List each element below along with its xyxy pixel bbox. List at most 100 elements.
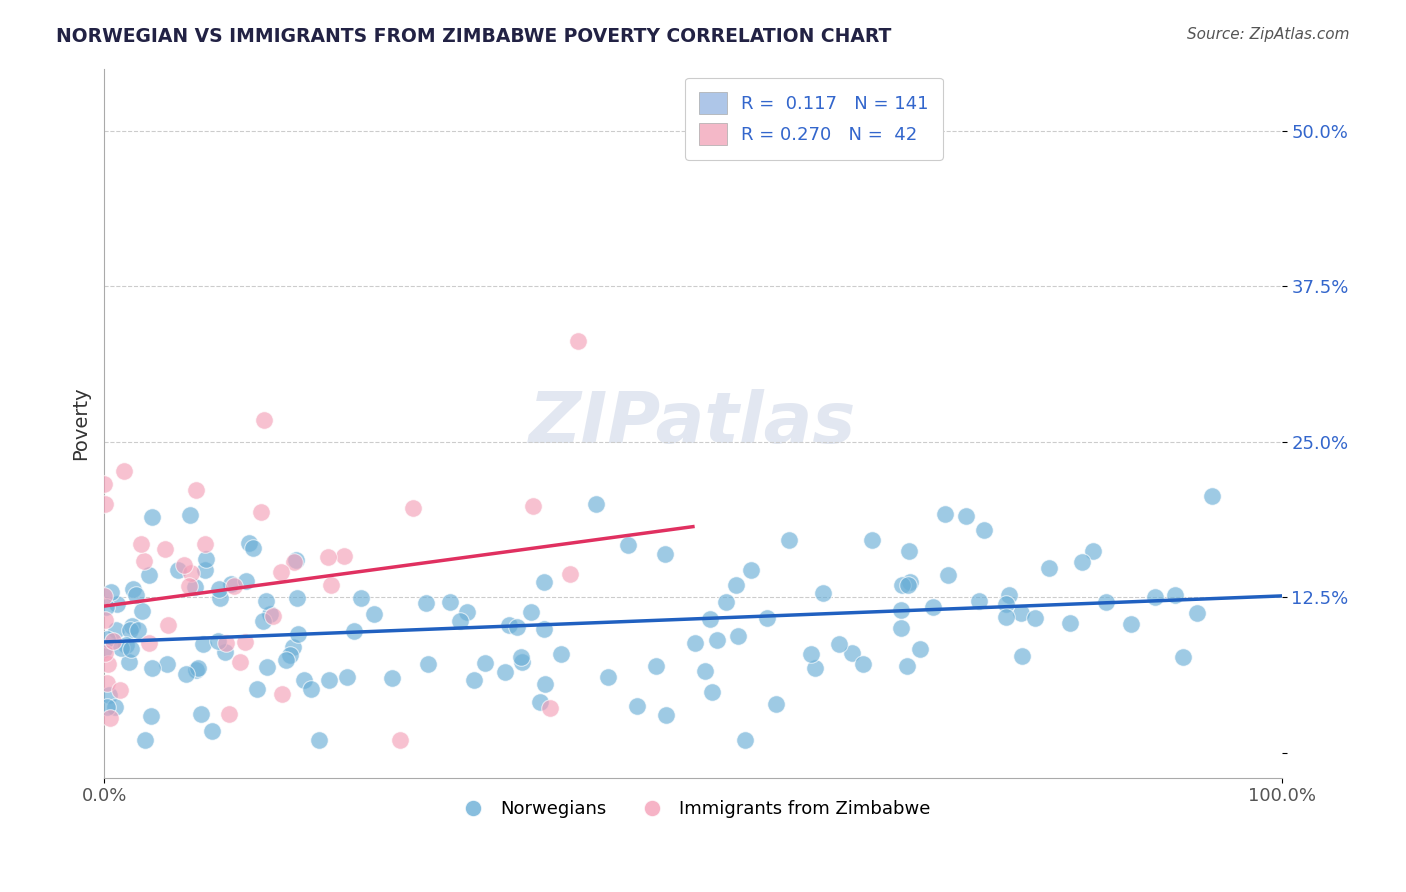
- Point: [167, 563, 190, 577]
- Point: [207, 634, 229, 648]
- Point: [219, 577, 242, 591]
- Point: [208, 591, 231, 605]
- Point: [285, 553, 308, 567]
- Point: [176, 667, 198, 681]
- Point: [318, 673, 340, 687]
- Point: [626, 699, 648, 714]
- Point: [194, 537, 217, 551]
- Point: [333, 549, 356, 564]
- Point: [456, 605, 478, 619]
- Point: [132, 554, 155, 568]
- Point: [96, 632, 118, 646]
- Point: [498, 617, 520, 632]
- Point: [235, 574, 257, 588]
- Point: [93, 590, 115, 604]
- Point: [93, 497, 115, 511]
- Point: [890, 578, 912, 592]
- Point: [596, 670, 619, 684]
- Point: [934, 508, 956, 522]
- Point: [995, 598, 1018, 612]
- Point: [896, 578, 918, 592]
- Point: [900, 574, 922, 589]
- Point: [194, 563, 217, 577]
- Point: [256, 660, 278, 674]
- Point: [862, 533, 884, 548]
- Point: [184, 483, 207, 498]
- Point: [127, 623, 149, 637]
- Point: [1024, 611, 1046, 625]
- Point: [115, 639, 138, 653]
- Point: [1059, 615, 1081, 630]
- Point: [897, 543, 920, 558]
- Point: [520, 606, 543, 620]
- Point: [585, 497, 607, 511]
- Point: [215, 636, 238, 650]
- Point: [287, 627, 309, 641]
- Point: [683, 636, 706, 650]
- Point: [734, 733, 756, 747]
- Point: [510, 655, 533, 669]
- Point: [336, 670, 359, 684]
- Point: [94, 614, 117, 628]
- Point: [105, 597, 128, 611]
- Point: [93, 477, 115, 491]
- Point: [363, 607, 385, 622]
- Point: [131, 537, 153, 551]
- Point: [173, 558, 195, 572]
- Point: [246, 681, 269, 696]
- Point: [827, 637, 849, 651]
- Point: [96, 676, 118, 690]
- Point: [112, 464, 135, 478]
- Point: [97, 688, 120, 702]
- Point: [224, 579, 246, 593]
- Point: [105, 623, 128, 637]
- Point: [274, 653, 297, 667]
- Point: [804, 661, 827, 675]
- Point: [308, 733, 330, 747]
- Point: [254, 593, 277, 607]
- Point: [955, 509, 977, 524]
- Point: [474, 656, 496, 670]
- Point: [415, 596, 437, 610]
- Point: [1071, 555, 1094, 569]
- Point: [184, 663, 207, 677]
- Point: [121, 582, 143, 597]
- Point: [141, 510, 163, 524]
- Point: [138, 636, 160, 650]
- Point: [214, 645, 236, 659]
- Point: [238, 536, 260, 550]
- Text: ZIPatlas: ZIPatlas: [529, 389, 856, 458]
- Point: [506, 620, 529, 634]
- Point: [740, 563, 762, 577]
- Point: [120, 624, 142, 638]
- Point: [765, 697, 787, 711]
- Point: [195, 552, 218, 566]
- Point: [852, 657, 875, 671]
- Point: [262, 609, 284, 624]
- Point: [1144, 590, 1167, 604]
- Point: [533, 622, 555, 636]
- Point: [177, 579, 200, 593]
- Point: [567, 334, 589, 348]
- Point: [967, 593, 990, 607]
- Point: [281, 640, 304, 655]
- Point: [316, 549, 339, 564]
- Point: [131, 604, 153, 618]
- Point: [654, 547, 676, 561]
- Point: [252, 614, 274, 628]
- Legend: Norwegians, Immigrants from Zimbabwe: Norwegians, Immigrants from Zimbabwe: [449, 793, 938, 825]
- Point: [714, 594, 737, 608]
- Point: [270, 687, 292, 701]
- Point: [96, 699, 118, 714]
- Point: [973, 523, 995, 537]
- Point: [270, 565, 292, 579]
- Point: [439, 595, 461, 609]
- Point: [321, 578, 343, 592]
- Point: [180, 566, 202, 580]
- Point: [702, 685, 724, 699]
- Point: [94, 599, 117, 614]
- Point: [533, 677, 555, 691]
- Point: [998, 588, 1021, 602]
- Point: [724, 578, 747, 592]
- Point: [1173, 650, 1195, 665]
